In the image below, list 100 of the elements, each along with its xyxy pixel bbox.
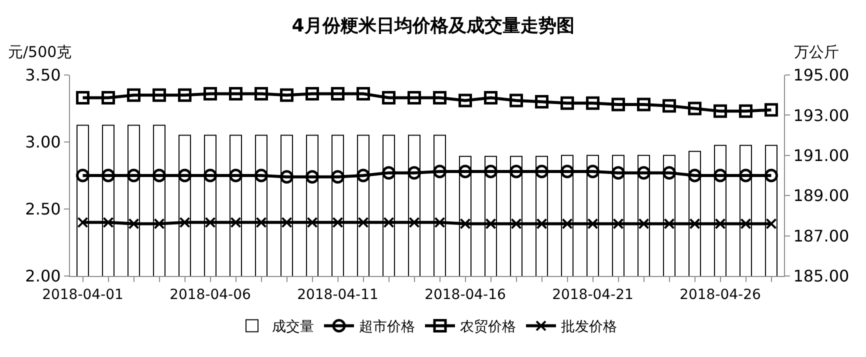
y2-axis-title: 万公斤 (794, 43, 839, 61)
point (102, 91, 115, 105)
point (485, 218, 496, 230)
point (332, 216, 344, 228)
point (510, 164, 523, 178)
point (280, 170, 294, 184)
y-tick-label: 2.00 (25, 266, 61, 286)
point (408, 166, 421, 180)
point (229, 168, 242, 182)
point (688, 102, 702, 116)
point (178, 168, 192, 182)
x-tick-label: 2018-04-01 (42, 286, 124, 303)
point (433, 91, 446, 105)
y2-tick-label: 187.00 (793, 226, 850, 246)
x-tick-label: 2018-04-11 (297, 286, 378, 303)
legend-label: 批发价格 (561, 319, 617, 336)
point (306, 170, 319, 184)
point (536, 218, 548, 230)
point (739, 168, 752, 182)
legend-label: 成交量 (272, 319, 314, 336)
point (764, 103, 778, 117)
point (714, 104, 727, 118)
point (204, 168, 217, 182)
point (612, 166, 625, 180)
point (662, 99, 676, 113)
point (383, 216, 394, 228)
point (280, 88, 294, 102)
point (460, 218, 471, 230)
point (178, 88, 192, 102)
point (458, 94, 472, 108)
point (689, 218, 700, 230)
point (662, 166, 676, 180)
x-tick-label: 2018-04-16 (424, 286, 506, 303)
point (230, 216, 242, 228)
point (102, 216, 114, 228)
y2-tick-label: 185.00 (793, 266, 850, 286)
y-tick-label: 3.00 (25, 132, 61, 152)
y2-tick-label: 191.00 (793, 146, 850, 165)
point (77, 216, 88, 228)
point (764, 168, 778, 182)
point (637, 166, 650, 180)
point (204, 216, 216, 228)
point (638, 218, 650, 230)
point (358, 216, 369, 228)
point (229, 87, 242, 101)
chart-title: 4月份粳米日均价格及成交量走势图 (292, 15, 574, 36)
point (128, 218, 140, 230)
point (76, 168, 90, 182)
legend-label: 农贸价格 (460, 319, 516, 336)
point (256, 216, 267, 228)
point (127, 168, 140, 182)
point (254, 168, 268, 182)
legend-label: 超市价格 (359, 319, 415, 336)
point (76, 91, 90, 105)
point (204, 87, 217, 101)
point (434, 216, 446, 228)
point (152, 168, 166, 182)
point (306, 87, 319, 101)
point (127, 88, 140, 102)
point (739, 104, 752, 118)
point (586, 164, 600, 178)
point (102, 168, 115, 182)
point (356, 168, 370, 182)
point (510, 94, 523, 108)
point (612, 218, 624, 230)
point (281, 216, 292, 228)
point (535, 164, 548, 178)
point (560, 96, 574, 110)
point (688, 168, 702, 182)
x-tick-label: 2018-04-21 (552, 286, 634, 303)
point (740, 218, 752, 230)
point (433, 164, 446, 178)
point (714, 168, 727, 182)
point (254, 87, 268, 101)
point (331, 170, 344, 184)
point (382, 166, 396, 180)
y2-tick-label: 193.00 (793, 106, 850, 125)
point (152, 88, 166, 102)
point (458, 164, 472, 178)
point (408, 91, 421, 105)
point (356, 87, 370, 101)
point (562, 218, 573, 230)
y2-tick-label: 195.00 (793, 66, 850, 85)
point (510, 218, 522, 230)
point (154, 218, 165, 230)
y-axis-title: 元/500克 (8, 43, 72, 61)
point (306, 216, 318, 228)
point (535, 95, 548, 109)
point (179, 216, 190, 228)
y2-tick-label: 189.00 (793, 186, 850, 206)
x-tick-label: 2018-04-06 (170, 286, 252, 303)
point (714, 218, 726, 230)
point (382, 91, 396, 105)
x-tick-label: 2018-04-26 (680, 286, 762, 303)
point (664, 218, 675, 230)
point (766, 218, 777, 230)
y-tick-label: 3.50 (25, 66, 61, 85)
point (560, 164, 574, 178)
point (612, 98, 625, 112)
y-tick-label: 2.50 (25, 200, 61, 219)
